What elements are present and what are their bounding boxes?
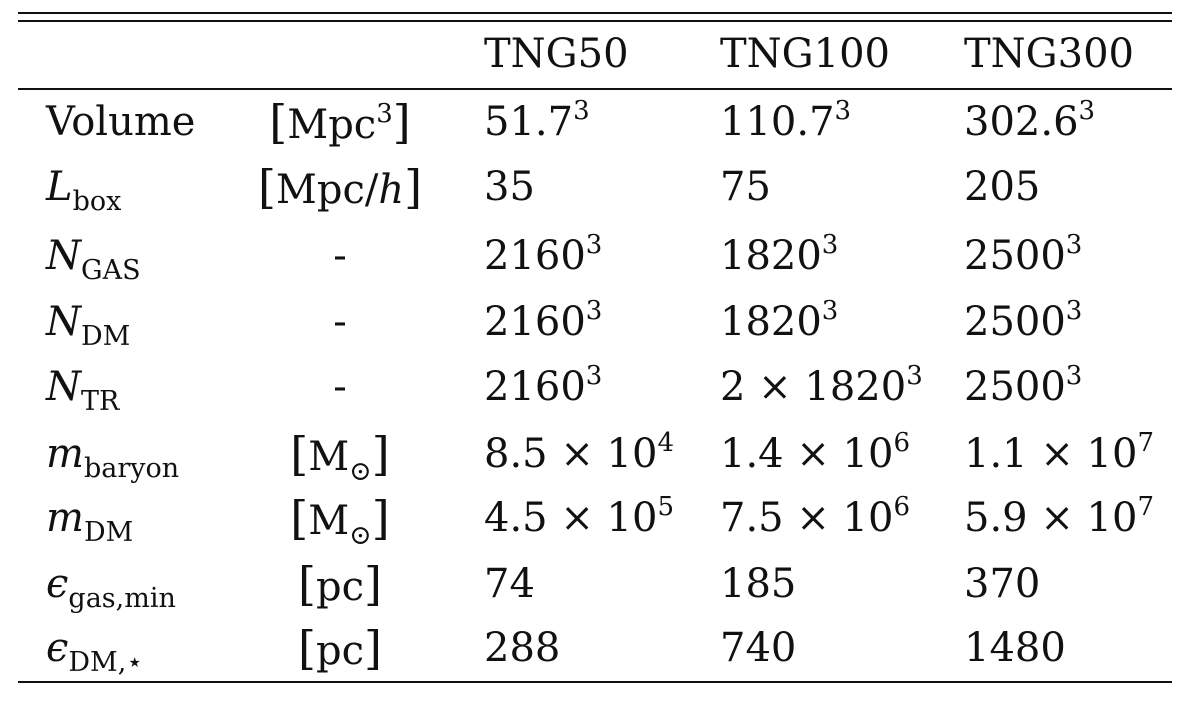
top-rule-1 [18,12,1172,14]
cell-ngas-tng100: 18203 [720,230,839,279]
cell-mbaryon-tng50: 8.5 × 104 [484,428,675,477]
cell-ntr-tng100: 2 × 18203 [720,361,923,410]
row-unit-eps-gas-min: [pc] [298,557,382,611]
row-label-ntr: NTR [46,364,120,417]
cell-mdm-tng100: 7.5 × 106 [720,492,911,541]
top-rule-2 [18,20,1172,22]
row-unit-lbox: [Mpc/h] [257,160,423,214]
cell-eps-dm-star-tng300: 1480 [964,625,1066,671]
row-unit-ntr: - [333,364,347,410]
row-label-mdm: mDM [46,495,134,548]
cell-ndm-tng100: 18203 [720,296,839,345]
cell-volume-tng100: 110.73 [720,96,852,145]
cell-eps-gas-min-tng100: 185 [720,561,797,607]
cell-mbaryon-tng300: 1.1 × 107 [964,428,1155,477]
column-header-tng50: TNG50 [484,31,629,77]
row-label-ngas: NGAS [46,233,141,286]
row-label-lbox: Lbox [46,164,122,217]
row-unit-volume: [Mpc3] [269,95,411,149]
cell-eps-gas-min-tng300: 370 [964,561,1041,607]
column-header-tng300: TNG300 [964,31,1134,77]
cell-mdm-tng300: 5.9 × 107 [964,492,1155,541]
cell-ngas-tng300: 25003 [964,230,1083,279]
cell-ngas-tng50: 21603 [484,230,603,279]
header-rule [18,88,1172,90]
cell-lbox-tng100: 75 [720,164,771,210]
row-label-mbaryon: mbaryon [46,431,180,484]
cell-lbox-tng50: 35 [484,164,535,210]
cell-eps-dm-star-tng50: 288 [484,625,561,671]
cell-volume-tng50: 51.73 [484,96,590,145]
cell-mbaryon-tng100: 1.4 × 106 [720,428,911,477]
cell-eps-dm-star-tng100: 740 [720,625,797,671]
cell-eps-gas-min-tng50: 74 [484,561,535,607]
row-label-ndm: NDM [46,299,131,352]
cell-ndm-tng300: 25003 [964,296,1083,345]
column-header-tng100: TNG100 [720,31,890,77]
row-label-eps-dm-star: ϵDM,⋆ [46,625,144,678]
row-unit-mdm: [M⊙] [290,491,390,551]
row-unit-eps-dm-star: [pc] [298,621,382,675]
cell-ndm-tng50: 21603 [484,296,603,345]
cell-ntr-tng300: 25003 [964,361,1083,410]
cell-lbox-tng300: 205 [964,164,1041,210]
row-unit-mbaryon: [M⊙] [290,427,390,487]
cell-volume-tng300: 302.63 [964,96,1096,145]
row-unit-ngas: - [333,233,347,279]
row-unit-ndm: - [333,299,347,345]
row-label-volume: Volume [46,99,196,145]
cell-mdm-tng50: 4.5 × 105 [484,492,675,541]
row-label-eps-gas-min: ϵgas,min [46,561,176,614]
bottom-rule [18,681,1172,683]
cell-ntr-tng50: 21603 [484,361,603,410]
